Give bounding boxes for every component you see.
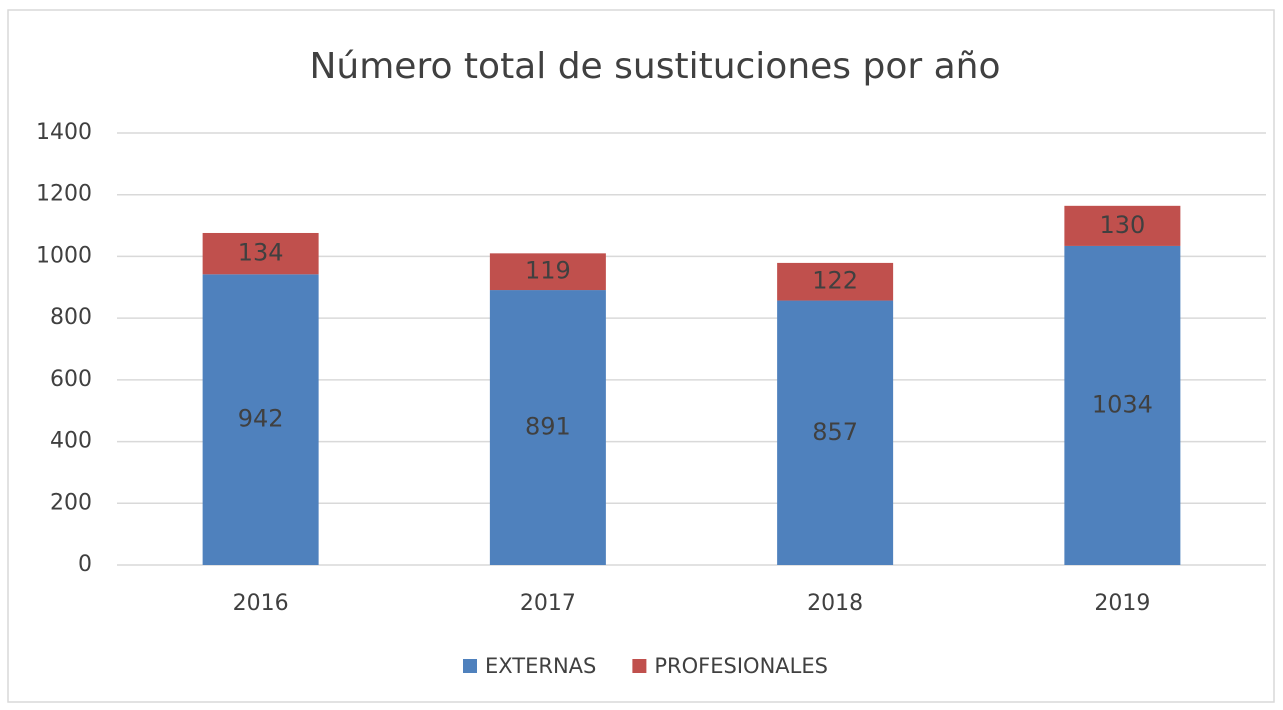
bar-segment <box>202 232 319 275</box>
bar-segment <box>1064 205 1181 246</box>
x-tick-label: 2018 <box>807 591 863 616</box>
y-tick-label: 1200 <box>36 182 92 207</box>
y-tick-label: 1000 <box>36 243 92 268</box>
legend-label: PROFESIONALES <box>654 654 828 678</box>
data-label: 122 <box>812 267 858 295</box>
y-tick-label: 800 <box>50 305 92 330</box>
bar-segment <box>1064 245 1181 566</box>
y-tick-label: 200 <box>50 490 92 515</box>
data-label: 130 <box>1099 211 1145 239</box>
bar-segment <box>777 300 894 565</box>
data-label: 1034 <box>1092 390 1153 418</box>
chart-title: Número total de sustituciones por año <box>309 46 1000 87</box>
bar-segment <box>489 253 606 291</box>
legend-swatch <box>632 659 647 673</box>
x-tick-label: 2019 <box>1094 591 1150 616</box>
bar-segment <box>489 290 606 565</box>
y-tick-label: 400 <box>50 429 92 454</box>
data-label: 119 <box>525 257 571 285</box>
data-label: 857 <box>812 418 858 446</box>
legend-swatch <box>463 659 477 673</box>
legend-label: EXTERNAS <box>485 654 596 678</box>
x-tick-label: 2017 <box>520 591 576 616</box>
data-label: 891 <box>525 413 571 441</box>
bar-segment <box>202 274 319 565</box>
y-tick-label: 600 <box>50 367 92 392</box>
y-tick-label: 1400 <box>36 120 92 145</box>
data-label: 942 <box>238 405 284 433</box>
data-label: 134 <box>238 239 284 267</box>
y-tick-label: 0 <box>78 552 92 577</box>
bar-segment <box>777 262 894 301</box>
x-tick-label: 2016 <box>233 591 289 616</box>
